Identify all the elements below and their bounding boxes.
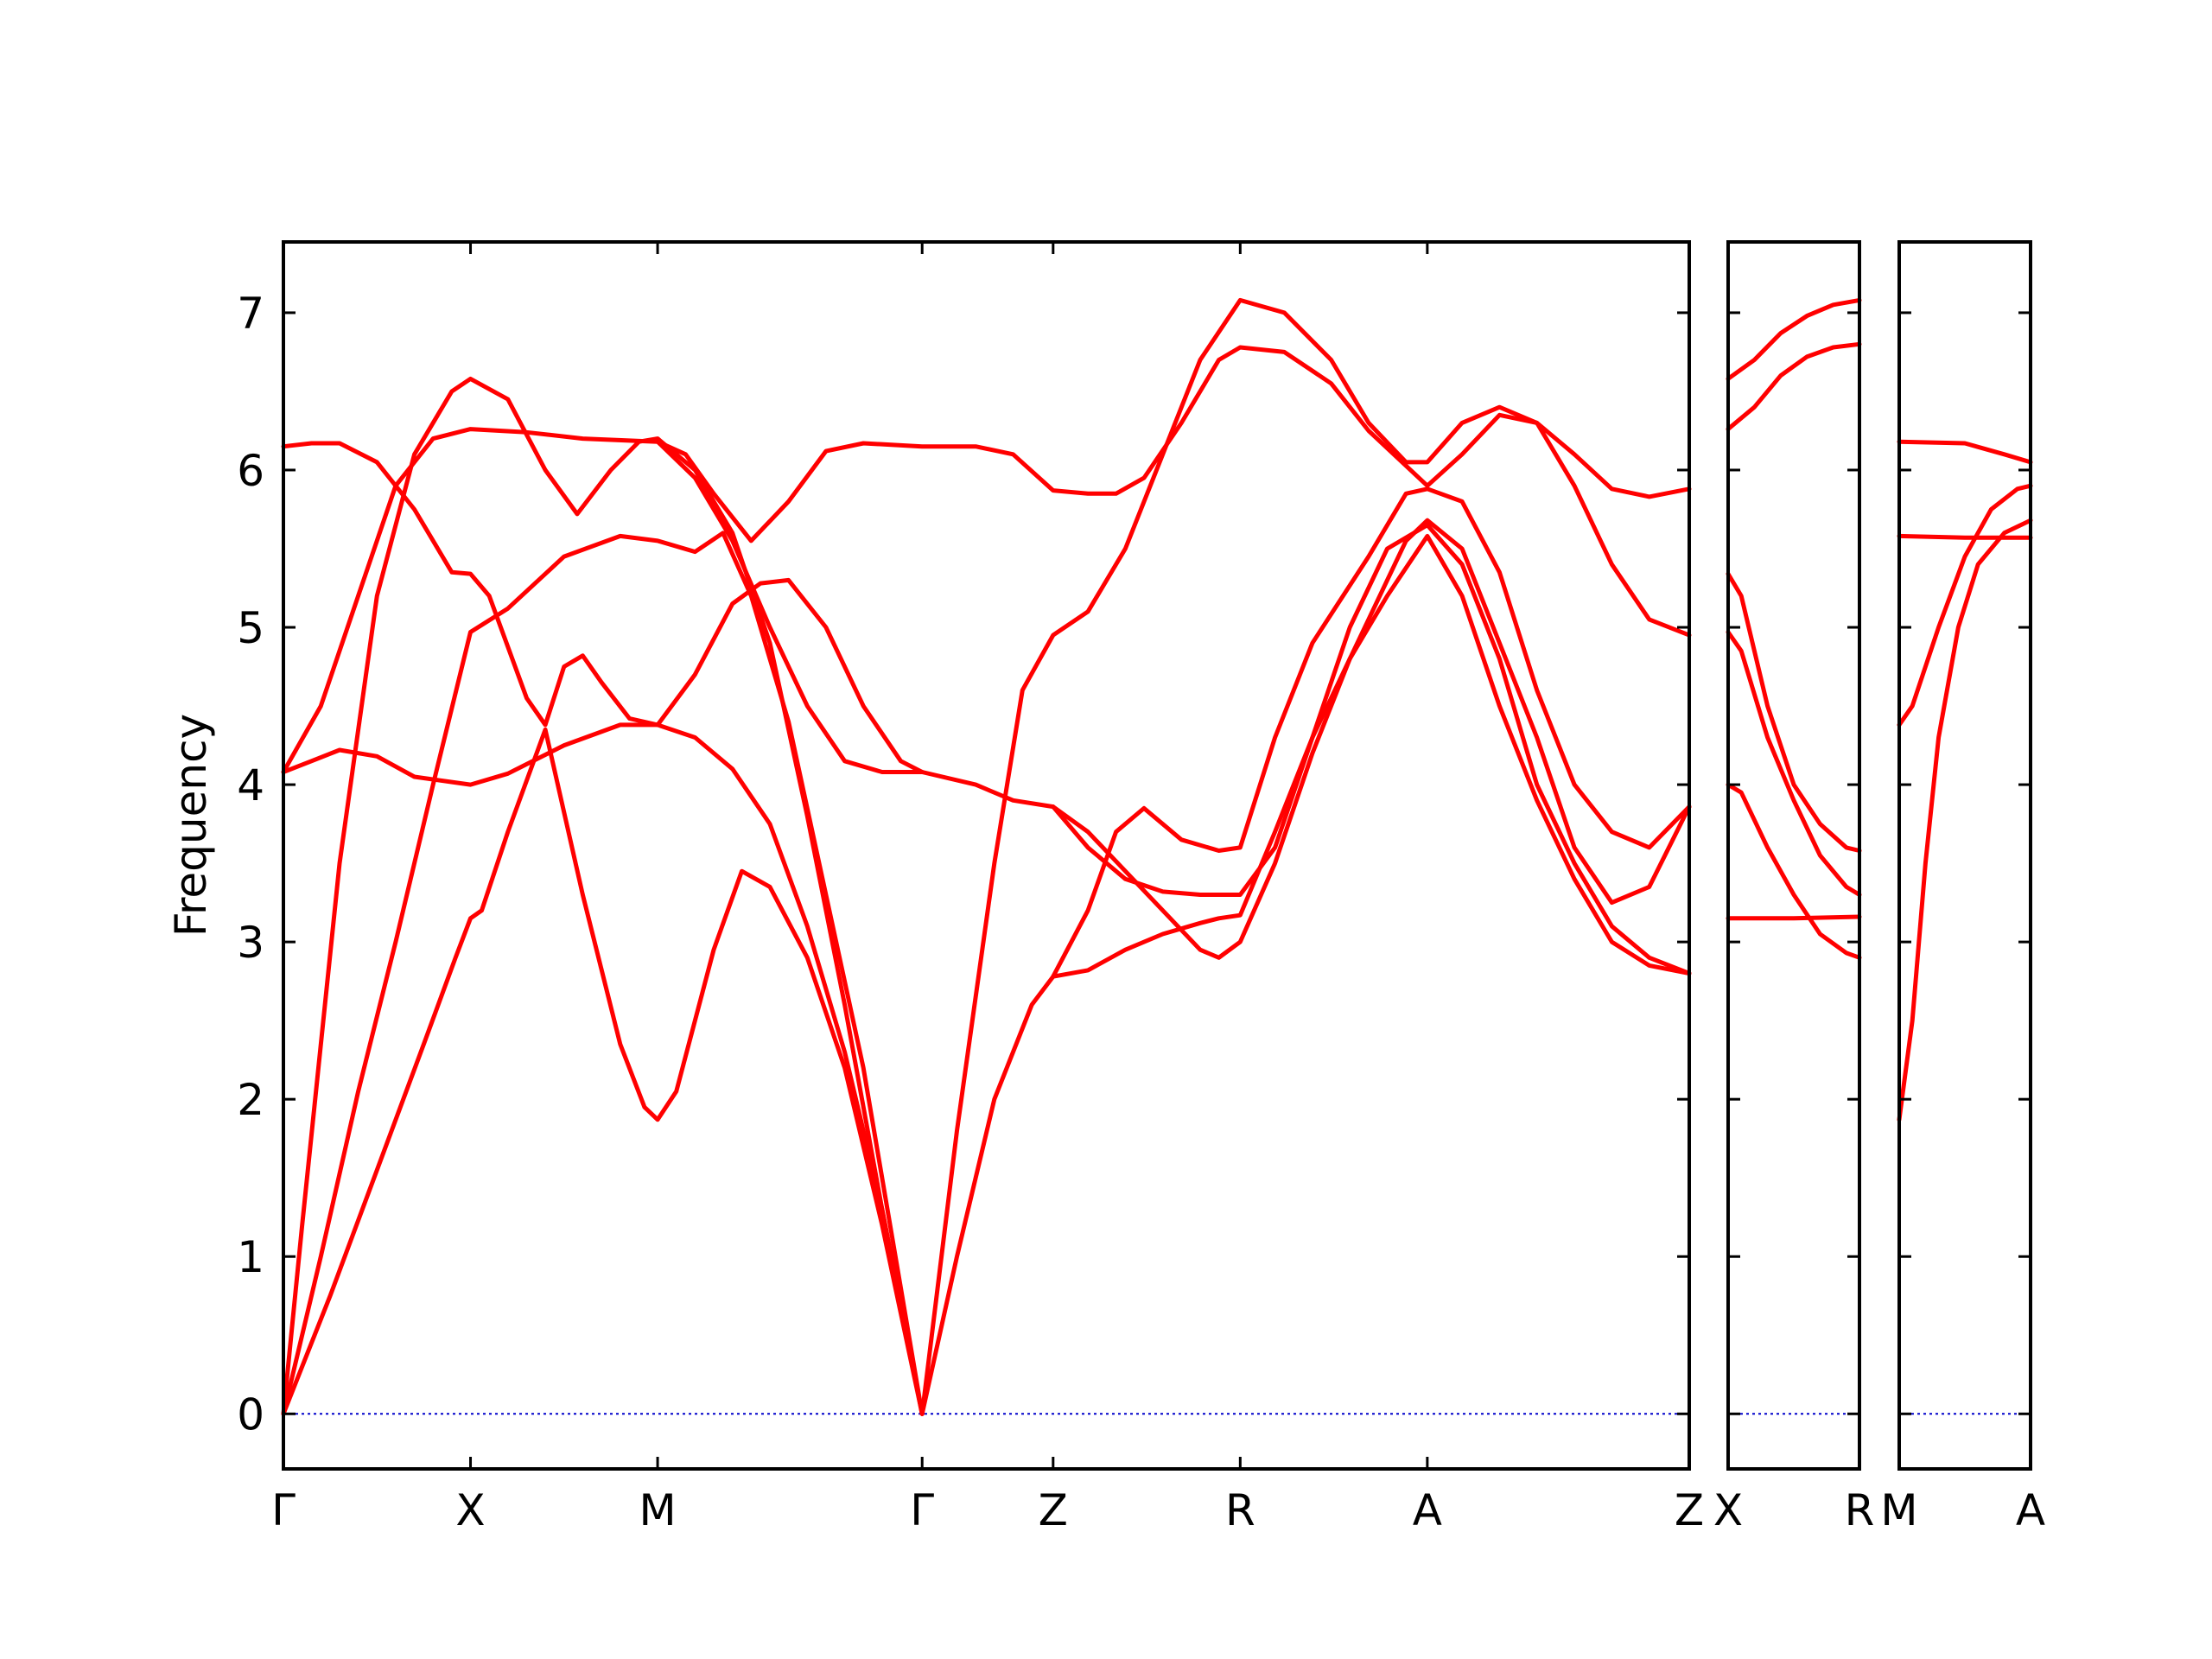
band-line-2 <box>281 531 925 1416</box>
axes-frame <box>1897 240 2032 1471</box>
band-line-4 <box>1726 630 1862 897</box>
y-tick-label: 2 <box>237 1075 264 1125</box>
band-line-4 <box>281 722 925 1416</box>
y-tick-label: 4 <box>237 760 264 810</box>
x-tick-label: R <box>1225 1485 1255 1535</box>
band-line-1 <box>1897 439 2033 465</box>
band-line-1 <box>281 727 925 1416</box>
x-tick-label: Γ <box>910 1485 934 1535</box>
y-tick-label: 3 <box>237 918 264 968</box>
band-line-6 <box>281 441 925 774</box>
x-tick-label: A <box>2016 1485 2045 1535</box>
band-line-12 <box>1051 533 1692 979</box>
band-line-7 <box>655 345 1692 543</box>
band-line-3 <box>1897 483 2033 728</box>
band-line-6 <box>1726 914 1862 921</box>
band-line-8 <box>919 297 1692 1416</box>
x-tick-label: X <box>1713 1485 1743 1535</box>
x-tick-label: M <box>1880 1485 1917 1535</box>
y-tick-label: 0 <box>237 1389 264 1440</box>
band-line-3 <box>1726 571 1862 853</box>
band-line-1 <box>1726 297 1862 381</box>
band-line-5 <box>281 427 925 774</box>
band-line-4 <box>1897 518 2033 1122</box>
x-tick-label: Z <box>1675 1485 1704 1535</box>
x-tick-label: Z <box>1039 1485 1068 1535</box>
axes-frame <box>282 240 1691 1471</box>
x-tick-label: R <box>1845 1485 1875 1535</box>
x-tick-label: Γ <box>271 1485 296 1535</box>
band-line-3 <box>281 376 925 1416</box>
band-line-11 <box>1051 518 1692 960</box>
band-line-9 <box>919 486 1692 1416</box>
axes-frame <box>1726 240 1861 1471</box>
band-line-5 <box>1726 782 1862 960</box>
y-tick-label: 1 <box>237 1232 264 1282</box>
x-tick-label: A <box>1413 1485 1442 1535</box>
band-line-2 <box>1726 341 1862 432</box>
y-tick-label: 5 <box>237 603 264 653</box>
y-tick-label: 6 <box>237 446 264 496</box>
x-tick-label: X <box>455 1485 485 1535</box>
band-line-2 <box>1897 533 2033 540</box>
x-tick-label: M <box>639 1485 676 1535</box>
y-axis-label: Frequency <box>166 714 216 937</box>
y-tick-label: 7 <box>237 289 264 339</box>
